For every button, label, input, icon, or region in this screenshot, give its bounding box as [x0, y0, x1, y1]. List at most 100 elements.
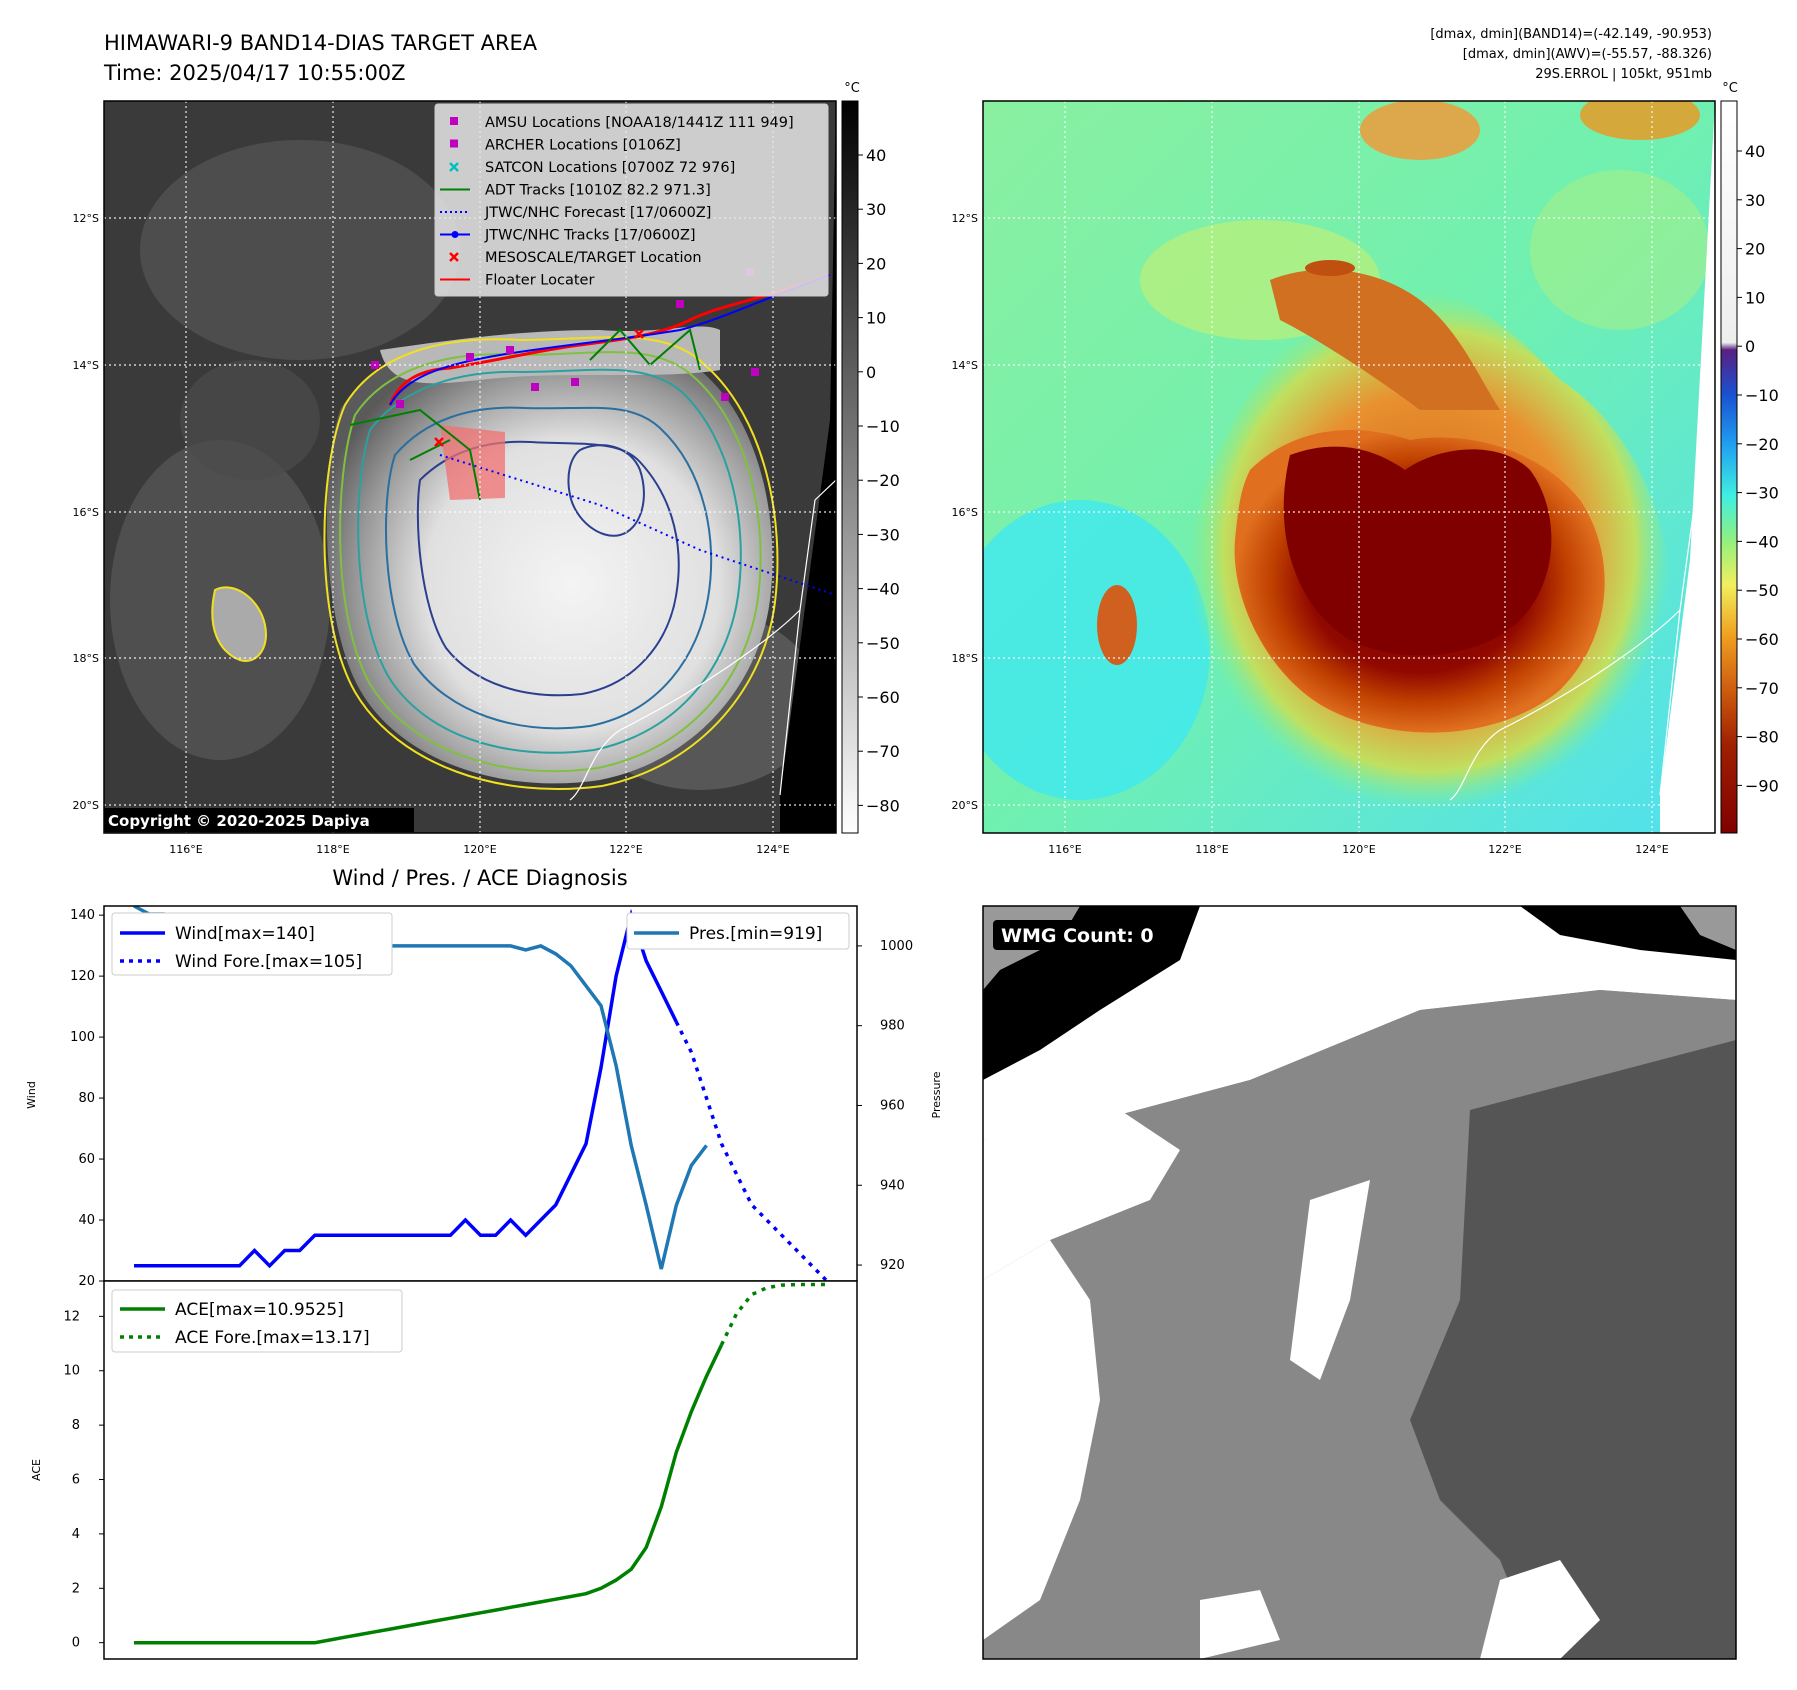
cbar1-tick-label: −80: [866, 796, 900, 815]
colorbar-panel1: °C 40 30 20 10 0 −10 −20 −30 −40 −50 −60 −70 −80: [841, 81, 900, 834]
cbar1-tick-label: −10: [866, 417, 900, 436]
ace-tick-label: 12: [63, 1309, 80, 1324]
legend1-label: ARCHER Locations [0106Z]: [485, 138, 681, 154]
cbar2-tick-label: −60: [1745, 630, 1779, 649]
wind-tick-label: 100: [70, 1030, 95, 1045]
cbar1-tick-label: −70: [866, 742, 900, 761]
ace-tick-label: 2: [72, 1581, 80, 1596]
legend-wind-label: Wind[max=140]: [175, 924, 315, 944]
legend-acefore-label: ACE Fore.[max=13.17]: [175, 1328, 370, 1348]
copyright-label: Copyright © 2020-2025 Dapiya: [108, 812, 370, 830]
wind-axis-label: Wind: [25, 1081, 38, 1109]
lon-label: 122°E: [609, 843, 642, 856]
ace-tick-label: 4: [72, 1527, 80, 1542]
ace-tick-label: 0: [72, 1636, 80, 1651]
legend1-label: Floater Locater: [485, 273, 594, 289]
cbar1-tick-label: 0: [866, 363, 876, 382]
wind-tick-label: 60: [78, 1152, 95, 1167]
legend-ace-label: ACE[max=10.9525]: [175, 1300, 344, 1320]
cbar2-tick-label: −10: [1745, 386, 1779, 405]
lat-label: 18°S: [73, 652, 99, 665]
series-line-1: [719, 1282, 827, 1346]
cbar2-tick-label: −30: [1745, 484, 1779, 503]
wind-tick-label: 120: [70, 969, 95, 984]
cbar2-tick-label: −20: [1745, 435, 1779, 454]
ace-tick-label: 8: [72, 1418, 80, 1433]
cbar1-tick-label: 10: [866, 309, 886, 328]
legend-panel1: AMSU Locations [NOAA18/1441Z 111 949] ARC…: [434, 103, 829, 297]
cbar2-tick-label: −80: [1745, 728, 1779, 747]
cbar2-tick-label: −90: [1745, 776, 1779, 795]
map-tick-labels: 12°S 14°S 16°S 18°S 20°S 116°E 118°E 120°E 122°E…: [73, 212, 1669, 856]
panel-wind-pressure: 20 40 60 80 100 120 140 920 940 960 980 1000 Wind …: [25, 905, 943, 1289]
chart-title: Wind / Pres. / ACE Diagnosis: [332, 866, 627, 890]
storm-cloud-shield: [326, 342, 773, 784]
cbar2-tick-label: 30: [1745, 191, 1765, 210]
cbar2-tick-label: 40: [1745, 142, 1765, 161]
legend1-label: JTWC/NHC Forecast [17/0600Z]: [484, 205, 711, 221]
pres-tick-label: 980: [880, 1019, 905, 1034]
wmg-count-label: WMG Count: 0: [1001, 925, 1154, 947]
cbar2-tick-label: 10: [1745, 288, 1765, 307]
wind-tick-label: 80: [78, 1091, 95, 1106]
lon-label: 120°E: [1342, 843, 1375, 856]
cbar1-tick-label: 40: [866, 146, 886, 165]
lon-label: 116°E: [169, 843, 202, 856]
cbar1-tick-label: −40: [866, 580, 900, 599]
figure-title: HIMAWARI-9 BAND14-DIAS TARGET AREA: [104, 31, 538, 55]
lat-label: 12°S: [952, 212, 978, 225]
legend1-swatch: [440, 231, 470, 238]
pres-tick-label: 960: [880, 1098, 905, 1113]
colorbar2-unit: °C: [1722, 81, 1738, 96]
lat-label: 20°S: [952, 799, 978, 812]
lon-label: 124°E: [1635, 843, 1668, 856]
lat-label: 18°S: [952, 652, 978, 665]
panel-ace: 0 2 4 6 8 10 12 ACE ACE[max=10.9525] ACE Fore.…: [30, 1280, 858, 1660]
cbar1-tick-label: −20: [866, 471, 900, 490]
info-band14: [dmax, dmin](BAND14)=(-42.149, -90.953): [1430, 27, 1712, 42]
pres-tick-label: 1000: [880, 939, 913, 954]
series-line-0: [134, 908, 678, 1269]
cbar1-tick-label: 20: [866, 254, 886, 273]
legend1-label: AMSU Locations [NOAA18/1441Z 111 949]: [485, 115, 794, 131]
series-line-0: [134, 1344, 724, 1645]
ace-tick-label: 10: [63, 1364, 80, 1379]
cbar1-tick-label: −30: [866, 525, 900, 544]
cbar2-tick-label: −70: [1745, 679, 1779, 698]
lon-label: 122°E: [1488, 843, 1521, 856]
pres-tick-label: 940: [880, 1178, 905, 1193]
legend-wind: Wind[max=140] Wind Fore.[max=105]: [111, 912, 393, 976]
cbar1-tick-label: 30: [866, 200, 886, 219]
panel-band14-gray: Copyright © 2020-2025 Dapiya AMSU Locati…: [103, 81, 900, 834]
legend1-label: ADT Tracks [1010Z 82.2 971.3]: [485, 183, 711, 199]
lat-label: 16°S: [73, 506, 99, 519]
wind-tick-label: 40: [78, 1213, 95, 1228]
cbar2-tick-label: −40: [1745, 532, 1779, 551]
cbar2-tick-label: 0: [1745, 337, 1755, 356]
lon-label: 118°E: [316, 843, 349, 856]
lat-label: 12°S: [73, 212, 99, 225]
colorbar-panel2: °C 40 30 20 10 0 −10 −20 −30 −40 −50 −60 −70 −80 −90: [1720, 81, 1779, 834]
cbar1-tick-label: −60: [866, 688, 900, 707]
pres-tick-label: 920: [880, 1258, 905, 1273]
lon-label: 118°E: [1195, 843, 1228, 856]
figure-time: Time: 2025/04/17 10:55:00Z: [103, 61, 406, 85]
lat-label: 14°S: [952, 359, 978, 372]
lat-label: 20°S: [73, 799, 99, 812]
lon-label: 124°E: [756, 843, 789, 856]
lon-label: 116°E: [1048, 843, 1081, 856]
wind-tick-label: 140: [70, 908, 95, 923]
cbar2-tick-label: −50: [1745, 581, 1779, 600]
legend1-label: MESOSCALE/TARGET Location: [485, 250, 702, 266]
ace-axis-label: ACE: [30, 1459, 43, 1481]
lon-label: 120°E: [463, 843, 496, 856]
lat-label: 16°S: [952, 506, 978, 519]
cbar1-tick-label: −50: [866, 634, 900, 653]
ace-tick-label: 6: [72, 1473, 80, 1488]
lat-label: 14°S: [73, 359, 99, 372]
legend1-swatch: [449, 252, 459, 262]
panel-wmg: WMG Count: 0: [982, 905, 1737, 1660]
pressure-axis-label: Pressure: [930, 1071, 943, 1118]
colorbar1-unit: °C: [844, 81, 860, 96]
